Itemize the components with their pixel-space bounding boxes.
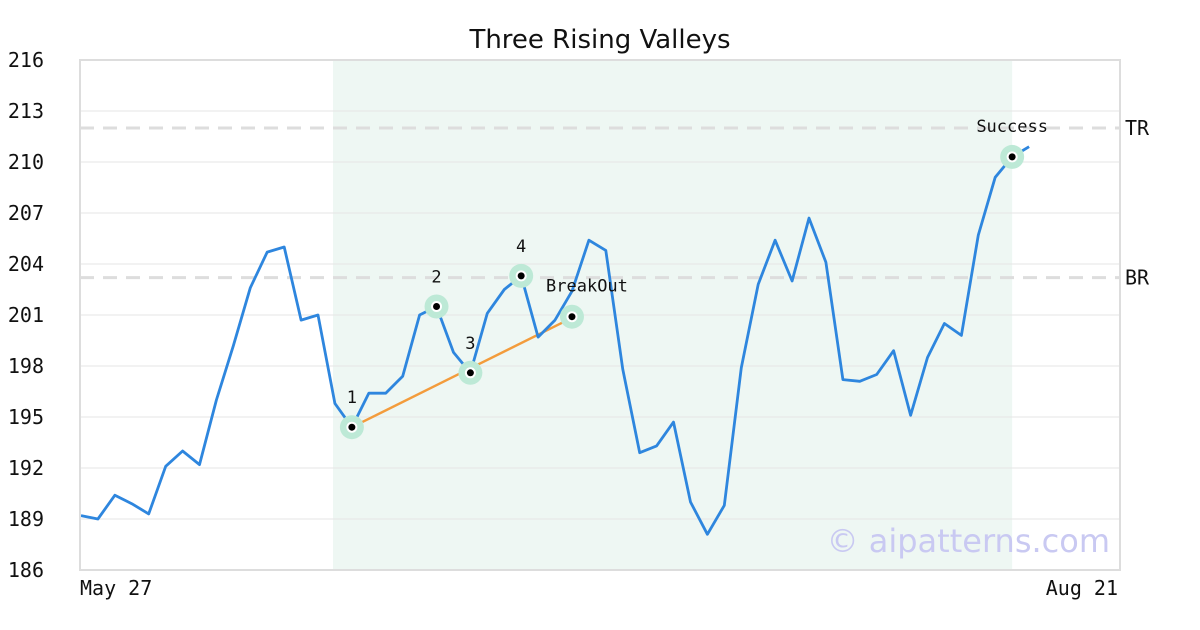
price-line xyxy=(80,145,1030,536)
watermark: © aipatterns.com xyxy=(827,522,1110,560)
pattern-point-label: 4 xyxy=(516,237,526,257)
reference-line-label: BR xyxy=(1125,266,1150,290)
pattern-point-label: 2 xyxy=(431,268,441,288)
x-tick-label: May 27 xyxy=(80,576,152,600)
y-tick-label: 195 xyxy=(8,405,44,429)
y-tick-label: 204 xyxy=(8,252,44,276)
y-tick-label: 207 xyxy=(8,201,44,225)
y-tick-label: 189 xyxy=(8,507,44,531)
plot-frame xyxy=(79,59,1121,571)
y-axis-ticks: 186 189 192 195 198 201 204 207 210 213 216 xyxy=(8,48,44,582)
pattern-point-dot xyxy=(466,369,474,377)
pattern-point-dot xyxy=(517,272,525,280)
y-tick-label: 186 xyxy=(8,558,44,582)
y-tick-label: 216 xyxy=(8,48,44,72)
pattern-point-label: Success xyxy=(976,117,1048,137)
pattern-points: 1 2 3 4 BreakOut Success xyxy=(339,117,1048,440)
chart-title: Three Rising Valleys xyxy=(468,25,730,55)
trendline xyxy=(351,320,565,429)
x-tick-label: Aug 21 xyxy=(1046,576,1118,600)
y-tick-label: 198 xyxy=(8,354,44,378)
pattern-point-label: BreakOut xyxy=(546,277,628,297)
pattern-point-label: 3 xyxy=(465,334,475,354)
pattern-point-dot xyxy=(568,313,576,321)
y-tick-label: 201 xyxy=(8,303,44,327)
reference-line-label: TR xyxy=(1125,116,1150,140)
pattern-point-label: 1 xyxy=(347,388,357,408)
pattern-point-dot xyxy=(348,423,356,431)
y-tick-label: 192 xyxy=(8,456,44,480)
y-tick-label: 213 xyxy=(8,99,44,123)
pattern-point-dot xyxy=(433,303,441,310)
pattern-point-dot xyxy=(1008,153,1016,161)
y-tick-label: 210 xyxy=(8,150,44,174)
x-axis-ticks: May 27 Aug 21 xyxy=(80,576,1118,600)
reference-lines: TR BR xyxy=(80,116,1150,290)
